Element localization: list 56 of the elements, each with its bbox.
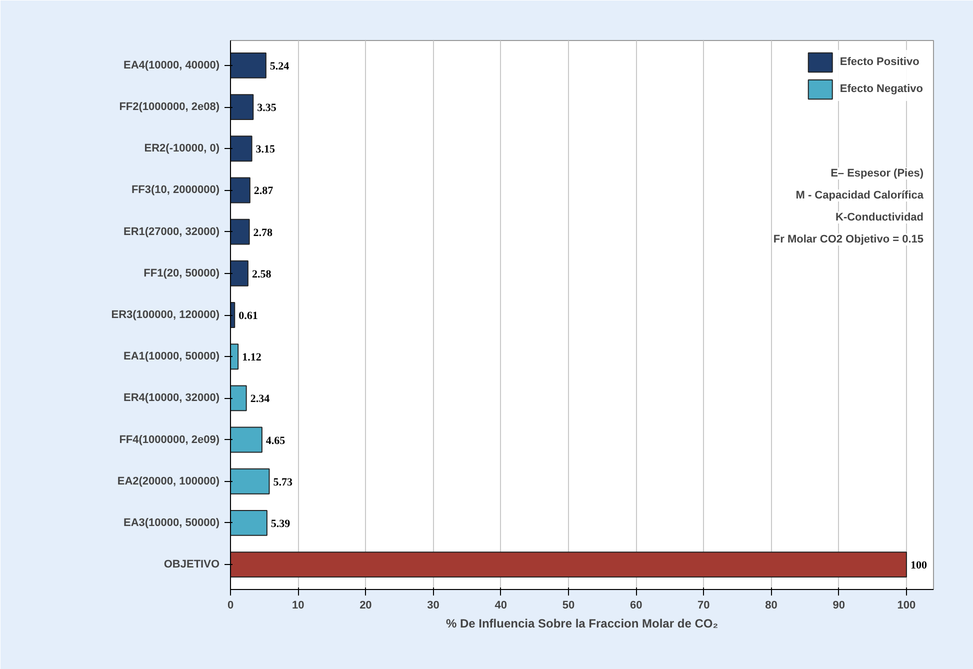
data-label: 2.58 bbox=[252, 268, 272, 280]
data-label: 3.35 bbox=[257, 102, 277, 114]
x-tick-label: 80 bbox=[765, 600, 778, 612]
legend-label: Efecto Positivo bbox=[840, 56, 920, 68]
y-tick-label: ER1(27000, 32000) bbox=[123, 226, 220, 238]
data-label: 2.87 bbox=[254, 185, 274, 198]
data-label: 5.24 bbox=[270, 60, 290, 72]
x-tick-label: 50 bbox=[562, 600, 575, 612]
data-label: 2.34 bbox=[250, 393, 270, 406]
x-tick-label: 90 bbox=[832, 600, 845, 612]
bar bbox=[230, 94, 254, 120]
x-tick-label: 100 bbox=[897, 600, 916, 612]
x-tick-label: 20 bbox=[360, 600, 372, 612]
x-tick-label: 10 bbox=[292, 600, 304, 612]
y-tick-label: OBJETIVO bbox=[164, 558, 220, 571]
data-label: 5.39 bbox=[270, 518, 291, 530]
y-tick-label: FF4(1000000, 2e09) bbox=[119, 434, 220, 446]
y-tick-label: EA3(10000, 50000) bbox=[123, 516, 220, 529]
bar bbox=[230, 552, 907, 578]
bar bbox=[230, 468, 270, 494]
annotation: M - Capacidad Calorífica bbox=[796, 190, 924, 202]
y-tick-label: EA1(10000, 50000) bbox=[123, 350, 220, 363]
bar bbox=[230, 510, 268, 536]
y-tick-label: ER4(10000, 32000) bbox=[123, 392, 220, 404]
y-tick-label: ER2(-10000, 0) bbox=[144, 142, 220, 155]
data-label: 0.61 bbox=[238, 310, 258, 322]
bar bbox=[230, 385, 247, 412]
y-tick-label: FF2(1000000, 2e08) bbox=[119, 101, 220, 114]
x-tick-label: 0 bbox=[227, 600, 234, 612]
data-label: 100 bbox=[910, 560, 928, 572]
x-tick-label: 40 bbox=[494, 600, 508, 612]
x-tick-label: 70 bbox=[698, 600, 710, 612]
bar bbox=[230, 177, 250, 204]
y-tick-label: EA2(20000, 100000) bbox=[117, 475, 220, 488]
bar bbox=[230, 260, 248, 286]
legend-label: Efecto Negativo bbox=[840, 83, 923, 95]
y-tick-label: EA4(10000, 40000) bbox=[123, 59, 220, 72]
x-axis-title: % De Influencia Sobre la Fraccion Molar de CO₂ bbox=[446, 616, 718, 630]
bar bbox=[230, 52, 266, 78]
x-tick-label: 60 bbox=[630, 600, 642, 612]
data-label: 4.65 bbox=[266, 434, 286, 447]
annotation: Fr Molar CO2 Objetivo = 0.15 bbox=[773, 234, 924, 246]
x-tick-label: 30 bbox=[427, 600, 440, 612]
bar bbox=[230, 136, 252, 162]
data-label: 2.78 bbox=[253, 226, 274, 239]
y-tick-label: FF1(20, 50000) bbox=[144, 267, 220, 280]
data-label: 5.73 bbox=[273, 476, 293, 488]
annotation: E– Espesor (Pies) bbox=[830, 168, 924, 180]
y-tick-label: ER3(100000, 120000) bbox=[111, 309, 220, 321]
bar bbox=[230, 344, 239, 370]
bar bbox=[230, 218, 250, 245]
annotation: K-Conductividad bbox=[836, 212, 924, 224]
data-label: 1.12 bbox=[242, 352, 262, 364]
y-tick-label: FF3(10, 2000000) bbox=[131, 184, 220, 196]
bar bbox=[230, 426, 262, 453]
data-label: 3.15 bbox=[256, 144, 276, 156]
